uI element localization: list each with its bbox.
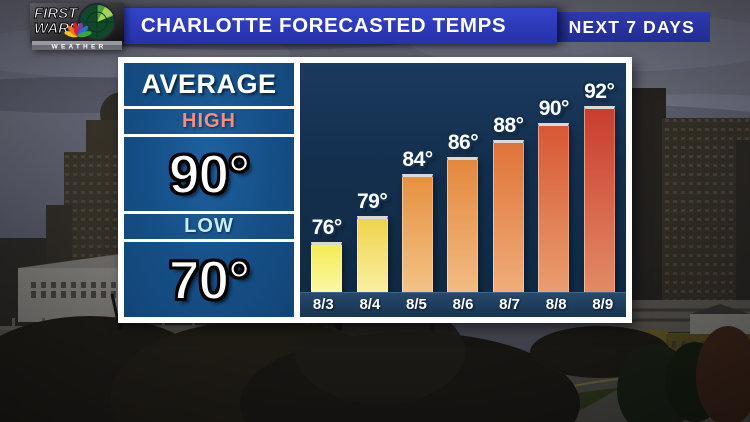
low-label: LOW <box>184 215 234 238</box>
bar-value-label: 90° <box>538 97 570 120</box>
bar-value-label: 88° <box>493 114 524 137</box>
bar-column: 84° <box>395 148 440 293</box>
bar-column: 86° <box>440 131 485 293</box>
high-label: HIGH <box>182 109 236 132</box>
average-panel: AVERAGE HIGH 90° LOW 70° <box>124 63 294 317</box>
x-axis-label: 8/8 <box>545 296 567 313</box>
bar-value-label: 92° <box>584 80 615 103</box>
x-axis-label: 8/7 <box>499 296 521 313</box>
bar-value-label: 86° <box>447 131 479 154</box>
temp-bar <box>311 242 343 293</box>
logo-first-text: FIRST <box>34 5 79 22</box>
nbc-peacock-icon <box>64 22 92 38</box>
page-title: CHARLOTTE FORECASTED TEMPS <box>140 14 507 37</box>
header-range-label: NEXT 7 DAYS <box>568 16 695 37</box>
bar-column: 88° <box>486 114 531 293</box>
panel-divider <box>124 239 294 243</box>
x-axis-label: 8/4 <box>359 296 381 313</box>
temp-bar <box>538 123 570 293</box>
x-axis-label: 8/5 <box>406 296 427 313</box>
chart-x-axis: 8/3 8/4 8/5 8/6 8/7 8/8 8/9 <box>300 292 626 317</box>
x-axis-label: 8/9 <box>592 296 614 313</box>
x-axis-label: 8/3 <box>312 296 334 313</box>
header-range-bar: NEXT 7 DAYS <box>540 12 710 42</box>
bar-column: 79° <box>349 190 394 293</box>
forecast-panel: AVERAGE HIGH 90° LOW 70° 76° 79° 84° 86° 88°… <box>118 57 632 323</box>
average-title: AVERAGE <box>141 68 277 99</box>
logo-weather-text: WEATHER <box>52 43 107 50</box>
temp-bar <box>356 216 388 293</box>
chart-plot-area: 76° 79° 84° 86° 88° 90° 92° <box>304 63 622 293</box>
panel-divider <box>124 211 294 215</box>
bar-value-label: 79° <box>357 190 388 213</box>
bar-value-label: 76° <box>311 216 343 239</box>
bar-column: 90° <box>531 97 576 293</box>
temp-bar <box>402 174 434 293</box>
station-logo: FIRST WARN WEATHER <box>30 3 124 50</box>
header-title-bar: CHARLOTTE FORECASTED TEMPS <box>90 8 557 44</box>
bar-column: 92° <box>577 80 622 293</box>
radar-icon <box>78 3 116 41</box>
panel-divider <box>124 133 294 137</box>
temp-bar <box>583 106 615 293</box>
temp-bar-chart: 76° 79° 84° 86° 88° 90° 92° 8/3 8/4 8/5 8/6 8/7 8/8… <box>300 63 626 317</box>
panel-divider <box>124 105 294 109</box>
temp-bar <box>492 140 524 293</box>
average-low-value: 70° <box>168 248 251 312</box>
average-high-value: 90° <box>168 142 251 206</box>
temp-bar <box>447 157 479 293</box>
bar-column: 76° <box>304 216 349 293</box>
x-axis-label: 8/6 <box>452 296 474 313</box>
bar-value-label: 84° <box>402 148 433 171</box>
